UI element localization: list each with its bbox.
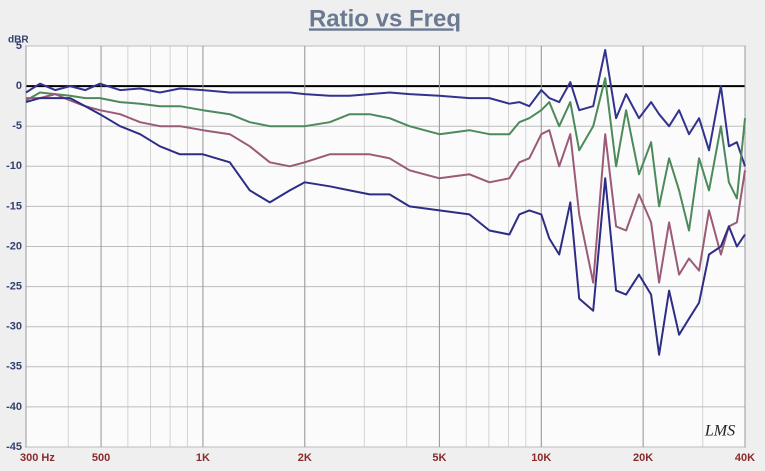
y-tick-label: -45 <box>6 441 22 453</box>
y-tick-label: -30 <box>6 321 22 333</box>
y-axis-label: dBR <box>8 35 29 46</box>
series-line <box>25 49 746 167</box>
y-tick-label: -5 <box>12 120 22 132</box>
x-tick-label: 500 <box>92 452 110 464</box>
x-tick-label: 2K <box>298 452 312 464</box>
chart-title: Ratio vs Freq <box>309 5 461 32</box>
y-tick-label: 5 <box>16 40 22 52</box>
x-tick-label: 10K <box>531 452 551 464</box>
x-tick-label: 40K <box>735 452 755 464</box>
y-tick-label: -15 <box>6 200 22 212</box>
series-line <box>26 93 746 284</box>
y-tick-label: 0 <box>16 80 22 92</box>
x-tick-label: 5K <box>432 452 446 464</box>
x-tick-label: 20K <box>633 452 653 464</box>
y-tick-label: -35 <box>6 361 22 373</box>
x-tick-label: 300 Hz <box>20 452 55 464</box>
y-tick-label: -25 <box>6 281 22 293</box>
series-line <box>25 97 746 356</box>
y-tick-label: -10 <box>6 160 22 172</box>
y-tick-label: -40 <box>6 401 22 413</box>
x-tick-label: 1K <box>196 452 210 464</box>
series-line <box>25 77 746 232</box>
watermark: LMS <box>704 423 735 440</box>
y-tick-label: -20 <box>6 240 22 252</box>
